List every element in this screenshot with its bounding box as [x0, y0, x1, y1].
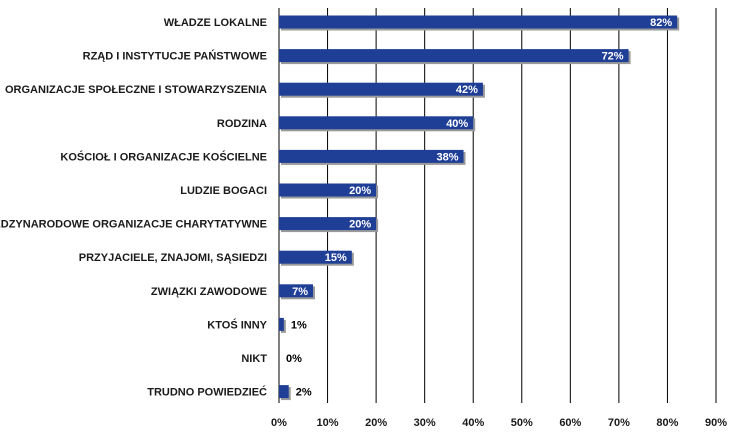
value-label: 15%: [325, 252, 347, 264]
bar: [279, 317, 284, 331]
value-label: 0%: [286, 353, 302, 365]
value-label: 40%: [446, 118, 468, 130]
bar: [279, 15, 678, 29]
x-tick-labels: 0% 10% 20% 30% 40% 50% 60% 70% 80% 90%: [271, 417, 727, 429]
bars: [279, 15, 680, 401]
gridlines: [278, 8, 717, 403]
category-label: MIĘDZYNARODOWE ORGANIZACJE CHARYTATYWNE: [0, 219, 267, 231]
x-tick-label: 50%: [511, 417, 533, 429]
category-label: ZWIĄZKI ZAWODOWE: [151, 286, 267, 298]
x-tick-label: 70%: [608, 417, 630, 429]
category-label: WŁADZE LOKALNE: [164, 17, 267, 29]
bar: [279, 284, 313, 298]
value-label: 20%: [349, 185, 371, 197]
bar: [279, 385, 289, 399]
value-label: 38%: [436, 151, 458, 163]
x-tick-label: 20%: [365, 417, 387, 429]
x-tick-label: 10%: [317, 417, 339, 429]
value-label: 1%: [291, 319, 307, 331]
x-tick-label: 80%: [656, 417, 678, 429]
bar: [279, 149, 464, 163]
x-tick-label: 40%: [462, 417, 484, 429]
bar: [279, 250, 352, 264]
value-label: 20%: [349, 219, 371, 231]
value-label: 7%: [292, 286, 308, 298]
value-label: 42%: [456, 84, 478, 96]
value-label: 72%: [602, 51, 624, 63]
category-label: LUDZIE BOGACI: [180, 185, 267, 197]
bar: [279, 217, 377, 231]
value-labels: 82% 72% 42% 40% 38% 20% 20% 15% 7% 1% 0% 2%: [286, 17, 672, 399]
x-tick-label: 60%: [559, 417, 581, 429]
bar: [279, 116, 474, 130]
value-label: 82%: [650, 17, 672, 29]
category-label: RZĄD I INSTYTUCJE PAŃSTWOWE: [83, 50, 267, 63]
x-tick-label: 30%: [414, 417, 436, 429]
bar: [279, 183, 377, 197]
x-tick-label: 0%: [271, 417, 287, 429]
category-label: TRUDNO POWIEDZIEĆ: [147, 386, 267, 399]
category-label: KTOŚ INNY: [207, 318, 267, 331]
category-label: PRZYJACIELE, ZNAJOMI, SĄSIEDZI: [79, 252, 267, 264]
x-tick-label: 90%: [705, 417, 727, 429]
category-labels: WŁADZE LOKALNE RZĄD I INSTYTUCJE PAŃSTWOW…: [0, 17, 268, 399]
category-label: RODZINA: [217, 118, 267, 130]
bar: [279, 82, 483, 96]
category-label: ORGANIZACJE SPOŁECZNE I STOWARZYSZENIA: [5, 84, 267, 96]
bar: [279, 49, 629, 63]
value-label: 2%: [296, 387, 312, 399]
category-label: KOŚCIOŁ I ORGANIZACJE KOŚCIELNE: [60, 150, 267, 163]
category-label: NIKT: [241, 353, 267, 365]
